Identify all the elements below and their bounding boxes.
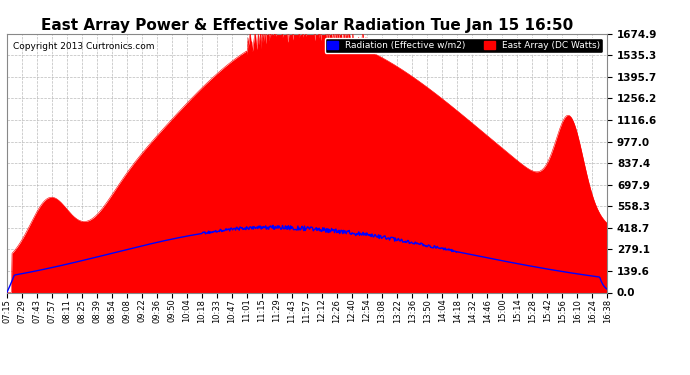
Title: East Array Power & Effective Solar Radiation Tue Jan 15 16:50: East Array Power & Effective Solar Radia… — [41, 18, 573, 33]
Text: Copyright 2013 Curtronics.com: Copyright 2013 Curtronics.com — [13, 42, 155, 51]
Legend: Radiation (Effective w/m2), East Array (DC Watts): Radiation (Effective w/m2), East Array (… — [324, 38, 602, 53]
